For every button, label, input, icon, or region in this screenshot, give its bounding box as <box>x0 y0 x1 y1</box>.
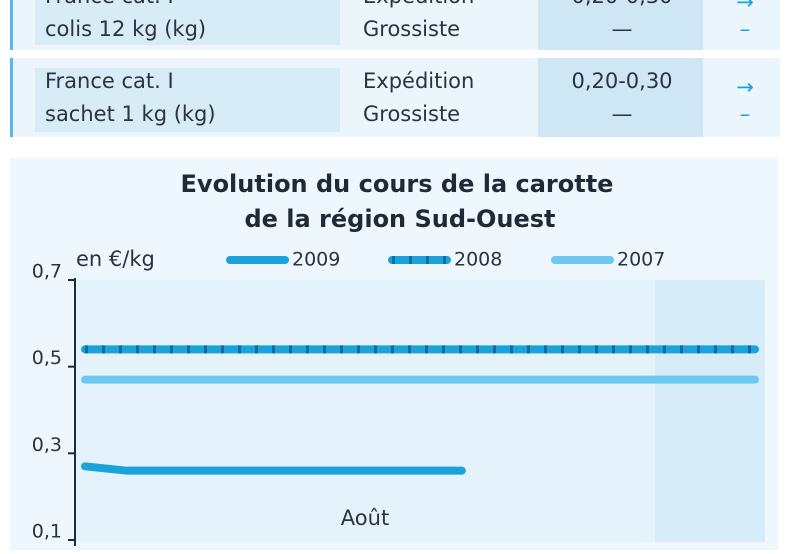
legend-label: 2009 <box>292 249 340 271</box>
price: 0,20-0,30 <box>571 69 672 93</box>
product: France cat. I <box>45 0 174 8</box>
legend-label: 2007 <box>617 249 665 271</box>
stage: Grossiste <box>363 17 460 41</box>
trend: → <box>736 0 754 14</box>
product: sachet 1 kg (kg) <box>45 102 216 126</box>
change: – <box>740 102 751 126</box>
change: – <box>740 17 751 41</box>
stage: Expédition <box>363 0 474 8</box>
stage: Expédition <box>363 69 474 93</box>
plot-area <box>75 280 765 542</box>
stage: Grossiste <box>363 102 460 126</box>
price-col-bg <box>538 0 703 137</box>
chart-title: Evolution du cours de la carotte <box>181 170 614 198</box>
product: colis 12 kg (kg) <box>45 17 206 41</box>
cell-bg <box>35 0 340 45</box>
cell-bg <box>35 68 340 132</box>
legend-label: 2008 <box>454 249 502 271</box>
product: France cat. I <box>45 69 174 93</box>
y-tick-label: 0,1 <box>32 521 62 543</box>
price: — <box>612 17 633 41</box>
annotation: Août <box>341 506 389 530</box>
y-tick-label: 0,5 <box>32 347 62 369</box>
y-tick-label: 0,3 <box>32 434 62 456</box>
trend: → <box>736 75 754 99</box>
shaded-period <box>655 280 765 542</box>
row-gap <box>10 50 780 58</box>
series-line <box>81 462 466 475</box>
price: — <box>612 102 633 126</box>
table-border <box>10 0 13 137</box>
price: 0,20-0,30 <box>571 0 672 8</box>
y-tick-label: 0,7 <box>32 261 62 283</box>
chart-title: de la région Sud-Ouest <box>244 205 555 233</box>
y-axis-label: en €/kg <box>76 247 155 271</box>
